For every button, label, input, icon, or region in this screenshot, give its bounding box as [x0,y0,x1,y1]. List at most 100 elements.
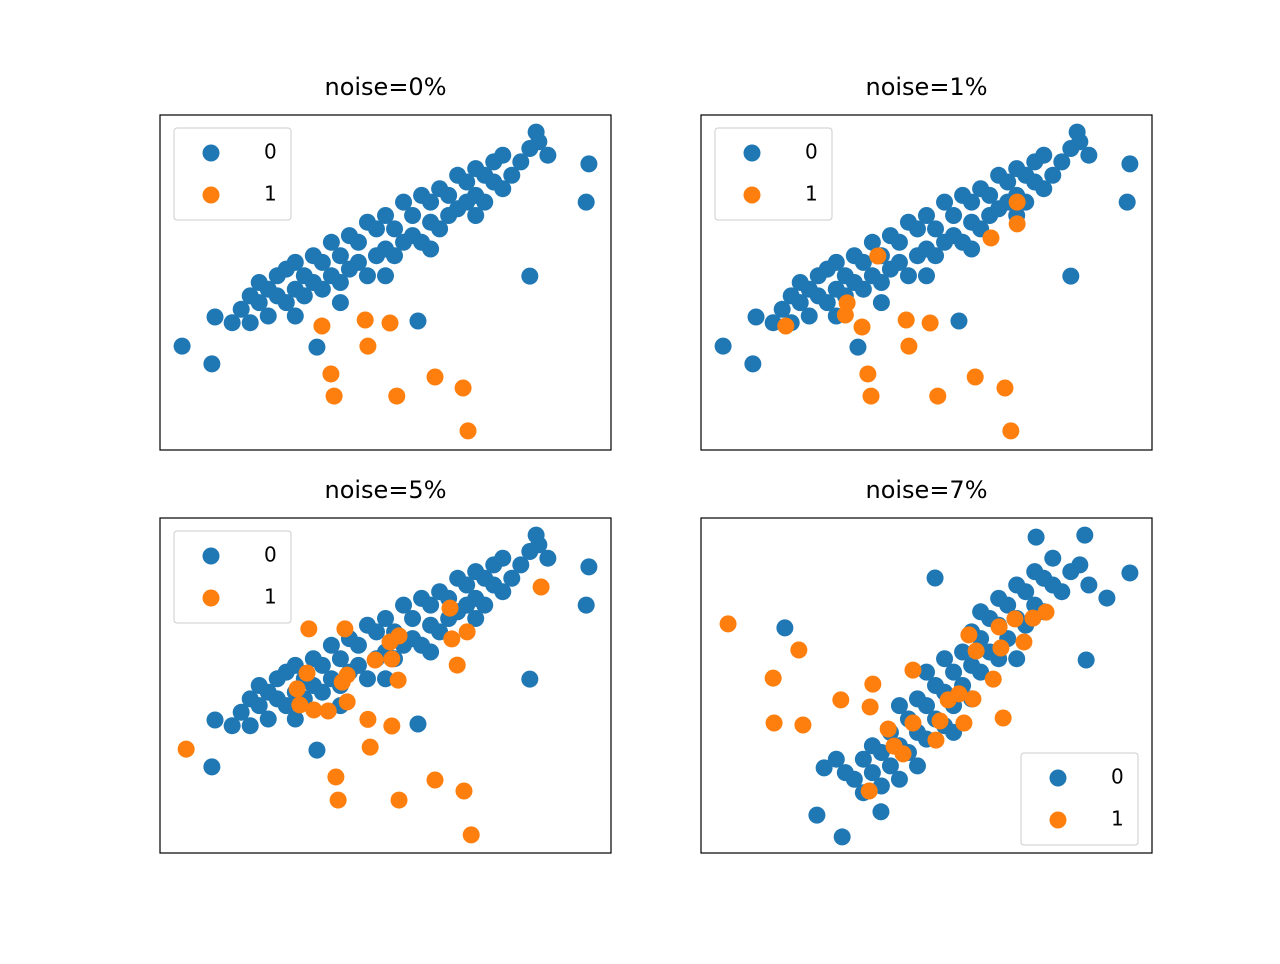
scatter-point [494,146,512,164]
scatter-point [936,650,954,668]
legend-marker [743,186,761,204]
scatter-point [860,782,878,800]
scatter-point [872,274,890,291]
scatter-point [459,422,477,440]
scatter-point [277,697,295,715]
scatter-point [931,712,949,730]
scatter-point [322,636,340,654]
scatter-point [386,247,404,265]
scatter-point [904,714,922,732]
scatter-point [904,661,922,679]
scatter-point [467,207,485,224]
scatter-point [527,526,545,544]
scatter-point [853,318,871,336]
scatter-point [313,683,331,701]
scatter-point [356,311,374,329]
scatter-point [908,220,926,238]
scatter-point [358,267,376,285]
scatter-point [879,720,897,738]
scatter-point [1053,153,1071,171]
scatter-point [1068,123,1086,141]
scatter-point [869,247,887,265]
scatter-point [963,193,981,211]
scatter-point [286,710,304,728]
scatter-point [404,207,422,224]
scatter-point [206,711,224,729]
axes-frame [159,114,612,451]
scatter-point [849,338,867,356]
scatter-point [377,610,394,627]
scatter-point [964,690,982,708]
scatter-point [1037,603,1055,621]
scatter-point [832,691,850,709]
legend-label: 1 [264,585,277,609]
scatter-point [1008,215,1026,233]
scatter-point [963,240,981,258]
scatter-point [388,387,406,405]
scatter-point [1017,583,1035,601]
scatter-point [992,639,1010,657]
scatter-point [322,365,340,383]
scatter-point [366,651,384,669]
subplot: noise=0%01 [159,73,612,451]
scatter-point [714,337,732,355]
scatter-point [1006,610,1024,628]
scatter-point [744,355,762,373]
scatter-point [580,558,598,576]
scatter-point [295,287,313,305]
scatter-point [308,338,326,356]
scatter-point [319,702,337,720]
scatter-point [994,709,1012,727]
scatter-point [776,619,794,637]
scatter-point [1035,180,1053,198]
axes-frame [700,517,1153,854]
scatter-point [367,623,385,641]
scatter-point [921,314,939,332]
scatter-point [336,620,354,638]
scatter-point [950,312,968,330]
subplot-title: noise=0% [324,73,446,101]
scatter-point [327,768,345,786]
scatter-point [791,294,809,312]
legend: 01 [173,530,292,624]
scatter-point [927,731,945,749]
scatter-point [298,664,316,682]
scatter-point [476,193,494,211]
legend-marker [743,144,761,162]
scatter-point [527,123,545,141]
scatter-point [836,306,854,324]
scatter-point [431,220,449,238]
scatter-point [404,610,422,627]
scatter-point [395,596,413,614]
scatter-point [512,153,530,171]
legend-label: 0 [805,140,818,164]
scatter-point [386,220,404,238]
scatter-point [881,757,899,775]
scatter-point [512,556,530,574]
scatter-point [854,750,872,768]
scatter-point [223,717,241,735]
scatter-point [972,663,990,681]
scatter-point [999,596,1017,614]
scatter-point [764,669,782,687]
scatter-point [521,670,539,688]
scatter-point [1008,193,1026,211]
scatter-point [308,741,326,759]
scatter-point [818,294,836,312]
scatter-point [331,294,349,312]
scatter-point [241,717,259,735]
legend-marker [202,589,220,607]
scatter-point [329,791,347,809]
scatter-point [422,643,440,661]
scatter-point [854,280,872,298]
scatter-point [990,618,1008,636]
scatter-point [982,229,1000,247]
scatter-point [448,656,466,674]
legend-marker [202,186,220,204]
scatter-point [300,620,318,638]
scatter-point [250,697,268,715]
scatter-point [358,670,376,688]
scatter-point [259,307,277,325]
scatter-point [325,387,343,405]
